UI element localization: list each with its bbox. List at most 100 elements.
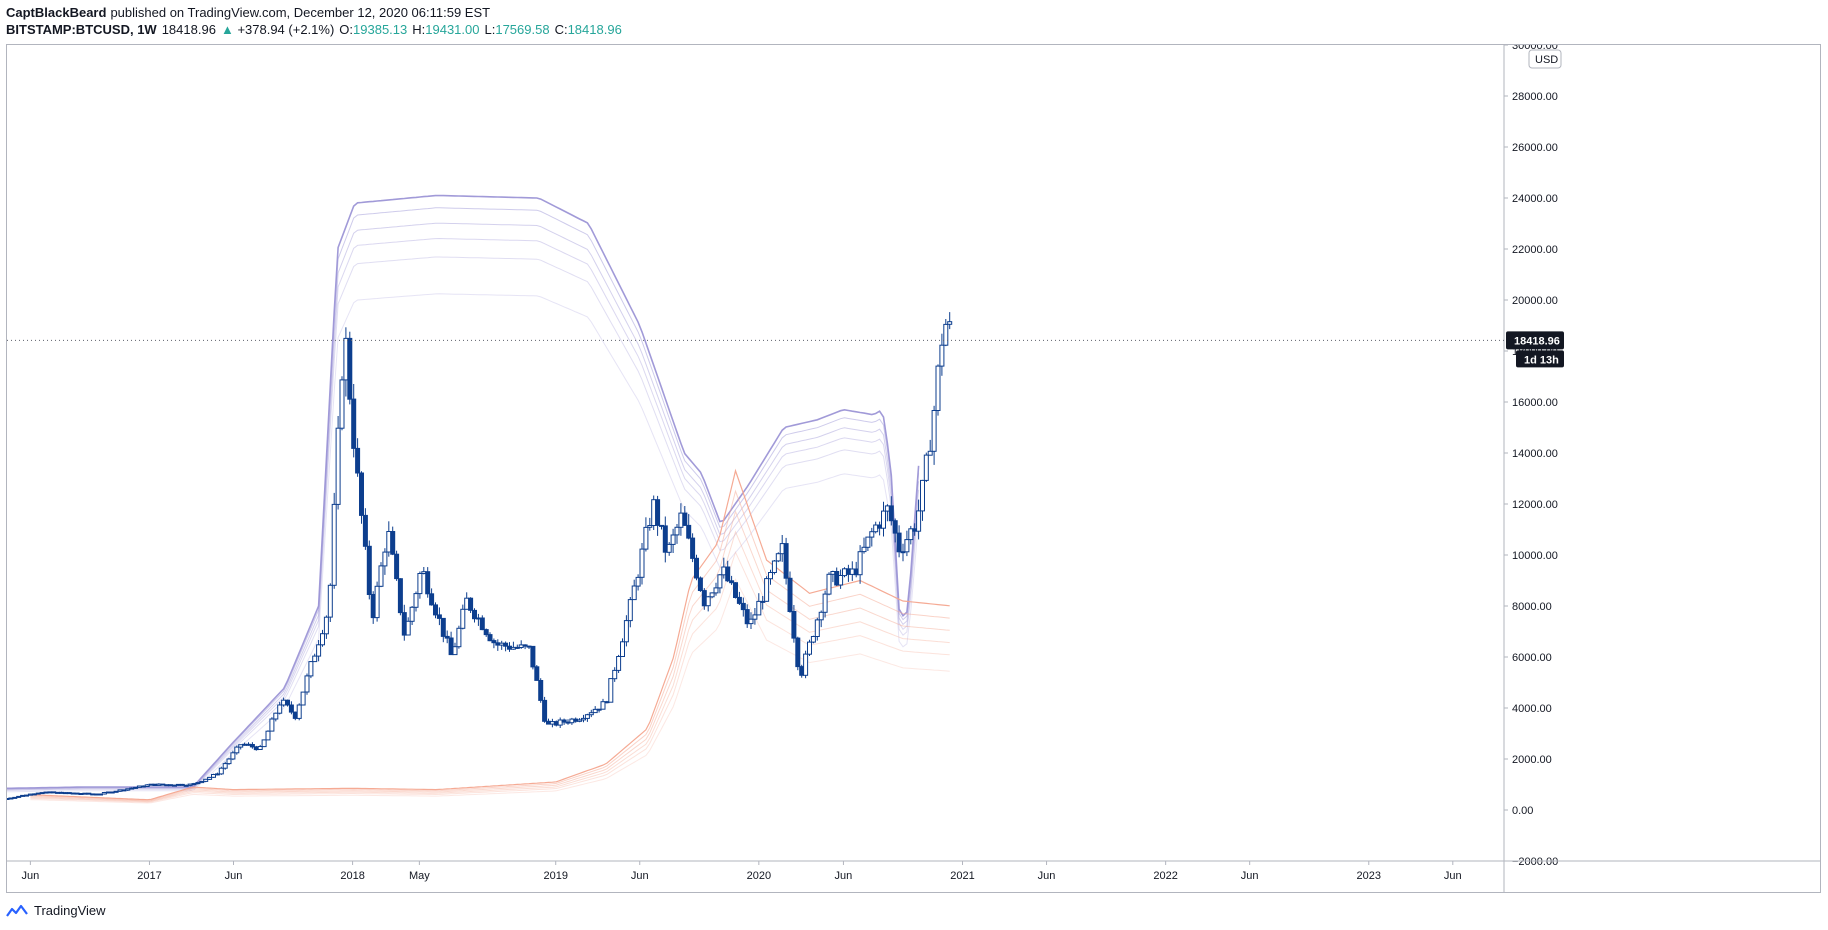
time-tick-label: May <box>409 870 430 882</box>
chart-header: CaptBlackBeard published on TradingView.… <box>6 4 622 38</box>
candle-body <box>211 774 216 778</box>
time-tick-label: 2020 <box>747 870 771 882</box>
price-tick-label: 14000.00 <box>1512 448 1558 460</box>
candle-body <box>826 573 832 595</box>
candle-body <box>261 739 267 748</box>
candle-body <box>818 611 824 621</box>
candle-body <box>456 627 462 648</box>
open-label: O: <box>339 22 354 37</box>
candle-body <box>943 323 949 346</box>
candle-body <box>620 641 625 657</box>
candle-body <box>810 636 816 643</box>
footer-brand[interactable]: TradingView <box>34 903 106 918</box>
candle-body <box>608 678 614 703</box>
candle-body <box>483 629 489 636</box>
candle-body <box>351 398 357 449</box>
candle-body <box>234 746 240 754</box>
chart-pane[interactable]: −2000.00 0.00 2000.00 4000.00 6000.00 8000.00… <box>4 40 1821 893</box>
candle-body <box>709 592 715 598</box>
candle-body <box>273 712 279 720</box>
candle-body <box>390 531 396 555</box>
candle-body <box>296 704 302 719</box>
candle-body <box>312 655 318 663</box>
candle-body <box>472 609 477 620</box>
candle-body <box>857 551 863 576</box>
candle-body <box>577 719 583 722</box>
candle-body <box>288 704 294 713</box>
candle-body <box>947 321 953 325</box>
candle-body <box>670 534 676 545</box>
candle-body <box>359 472 364 516</box>
candle-body <box>682 512 688 526</box>
candle-body <box>230 752 236 760</box>
candle-body <box>623 620 629 643</box>
currency-label[interactable]: USD <box>1535 54 1558 66</box>
candle-body <box>413 593 419 608</box>
candle-body <box>697 577 703 591</box>
candle-body <box>144 784 150 788</box>
time-tick-label: Jun <box>835 870 853 882</box>
candle-body <box>896 532 902 553</box>
candle-body <box>538 680 544 701</box>
candle-body <box>421 571 427 575</box>
candle-body <box>265 730 271 741</box>
candle-body <box>8 797 14 800</box>
price-tick-label: 2000.00 <box>1512 754 1552 766</box>
price-chart[interactable]: −2000.00 0.00 2000.00 4000.00 6000.00 8000.00… <box>4 40 1820 892</box>
candle-body <box>339 379 345 429</box>
candle-body <box>756 600 762 616</box>
candle-body <box>316 644 322 657</box>
candle-body <box>320 633 325 646</box>
upper-band-5 <box>6 293 920 793</box>
candle-body <box>331 503 337 586</box>
time-tick-label: 2022 <box>1153 870 1177 882</box>
candle-body <box>662 525 668 553</box>
candle-body <box>616 656 622 671</box>
candle-body <box>382 551 388 567</box>
candle-body <box>639 548 645 578</box>
candle-body <box>686 524 692 539</box>
candle-body <box>674 526 680 536</box>
candle-body <box>199 781 205 784</box>
candle-body <box>308 661 314 677</box>
candle-body <box>362 514 368 547</box>
tradingview-logo-icon[interactable] <box>6 904 28 918</box>
candle-body <box>323 616 329 635</box>
candle-body <box>503 642 509 647</box>
candle-body <box>881 510 886 529</box>
candle-body <box>487 634 493 642</box>
candle-body <box>787 577 793 612</box>
price-tick-label: 28000.00 <box>1512 91 1558 103</box>
lower-band-1 <box>30 489 950 801</box>
candle-body <box>417 573 423 595</box>
candle-body <box>401 612 407 636</box>
candle-body <box>592 708 598 714</box>
candle-body <box>156 783 162 786</box>
candle-body <box>888 505 894 522</box>
candle-body <box>425 571 431 595</box>
candle-body <box>783 543 789 579</box>
price-tick-label: 6000.00 <box>1512 652 1552 664</box>
candle-body <box>534 666 540 681</box>
high-value: 19431.00 <box>425 22 480 37</box>
open-value: 19385.13 <box>353 22 408 37</box>
time-tick-label: Jun <box>21 870 39 882</box>
candle-body <box>433 604 438 616</box>
candle-body <box>748 618 754 625</box>
candle-body <box>277 704 283 714</box>
symbol-label[interactable]: BITSTAMP:BTCUSD, 1W <box>6 22 157 37</box>
candle-body <box>468 597 474 611</box>
candle-body <box>285 699 290 706</box>
candle-body <box>923 454 929 481</box>
candle-body <box>522 644 528 647</box>
upper-band-2 <box>6 222 920 790</box>
candle-body <box>257 746 263 750</box>
candle-body <box>253 746 259 751</box>
candle-body <box>752 614 758 620</box>
upper-band-0 <box>7 194 920 790</box>
author-name[interactable]: CaptBlackBeard <box>6 5 107 20</box>
countdown-tag-label: 1d 13h <box>1524 354 1559 366</box>
candle-body <box>690 537 696 559</box>
candle-body <box>542 699 548 722</box>
candle-body <box>452 646 458 656</box>
